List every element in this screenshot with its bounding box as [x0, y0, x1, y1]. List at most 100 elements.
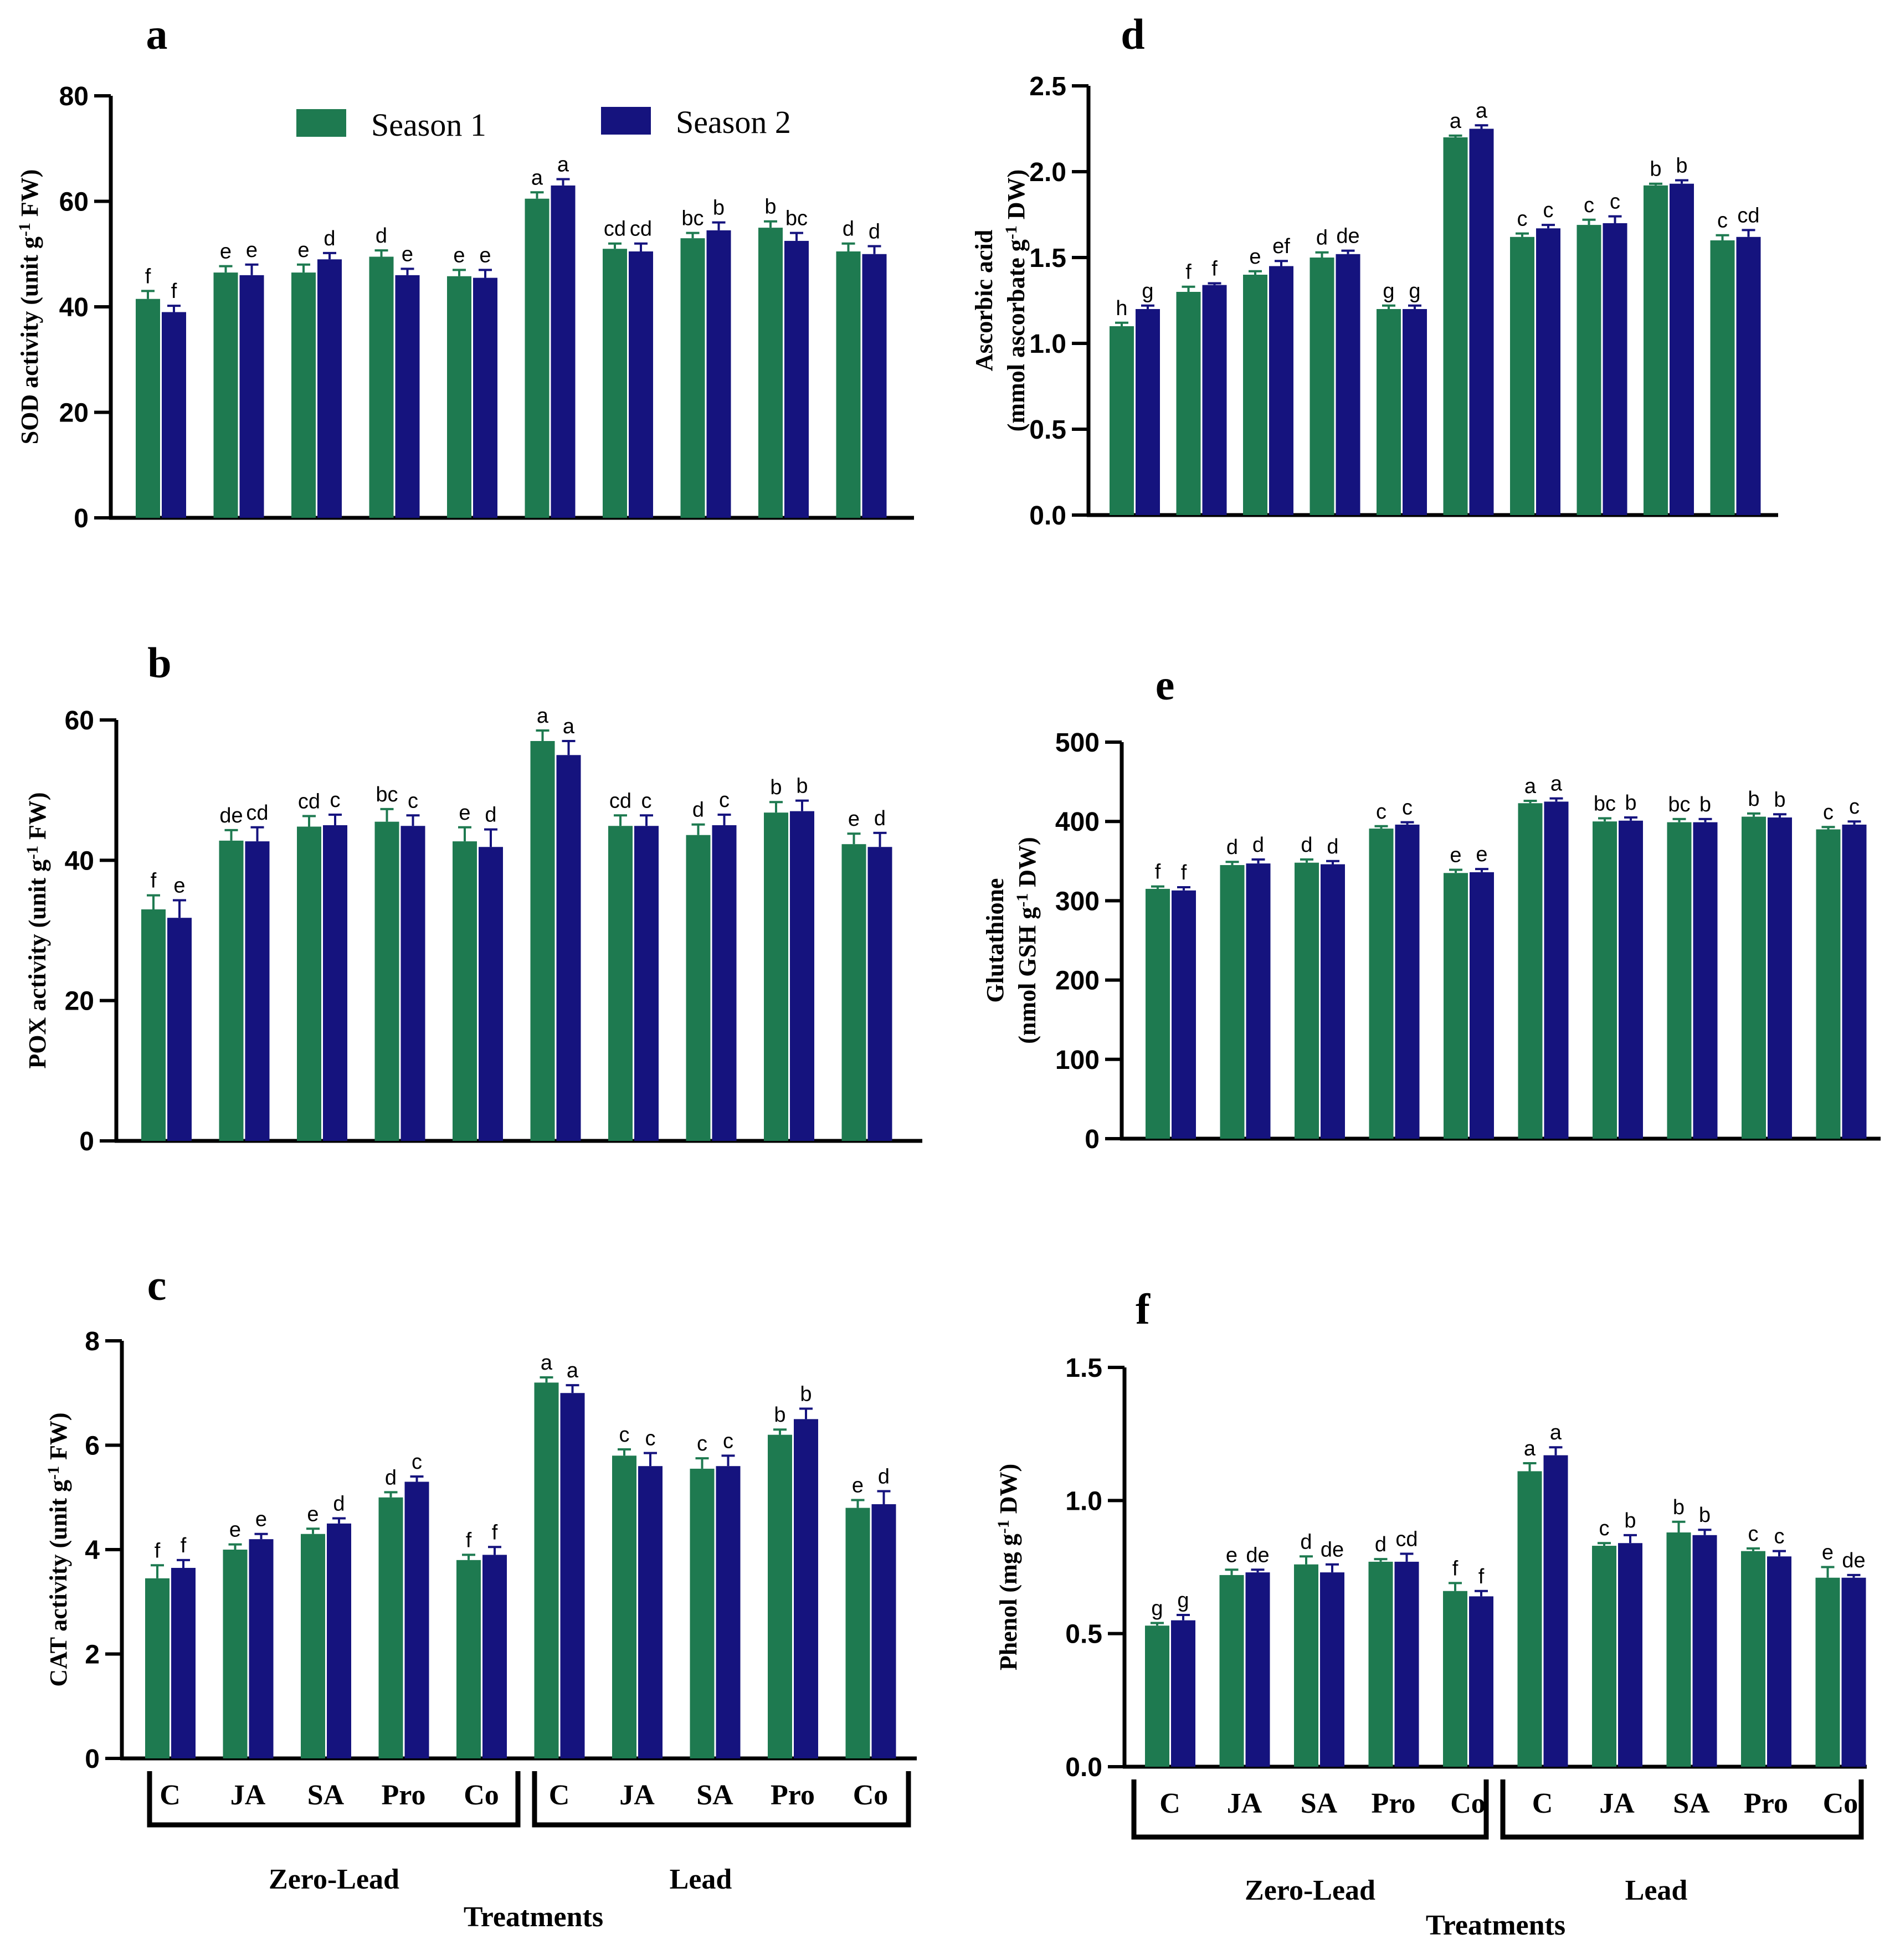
y-tick-label: 0.0 [1029, 501, 1066, 531]
significance-letter: ef [1272, 235, 1290, 258]
bar-e-1-3 [1369, 829, 1394, 1139]
significance-letter: cd [298, 790, 320, 814]
bar-c-2-9 [871, 1504, 896, 1758]
bar-c-1-6 [612, 1455, 636, 1758]
y-tick-label: 0.0 [1065, 1753, 1102, 1782]
bar-b-1-1 [219, 840, 244, 1141]
bar-d-2-7 [1603, 223, 1627, 515]
y-tick-label: 80 [59, 82, 89, 111]
significance-letter: bc [681, 207, 703, 230]
bar-f-2-8 [1767, 1556, 1791, 1767]
significance-letter: e [848, 807, 860, 831]
significance-letter: c [412, 1450, 422, 1474]
significance-letter: h [1116, 297, 1127, 320]
panel-letter-d: d [1121, 10, 1144, 58]
bar-d-1-1 [1176, 292, 1201, 515]
bar-c-1-2 [301, 1534, 325, 1758]
bar-a-2-1 [239, 275, 264, 518]
bar-e-2-3 [1395, 824, 1420, 1139]
group-bracket [532, 1771, 911, 1828]
bar-e-2-0 [1172, 890, 1196, 1139]
y-axis-label: Glutathione [982, 878, 1009, 1003]
bar-b-2-5 [556, 755, 581, 1141]
bar-d-1-7 [1577, 225, 1601, 516]
significance-letter: a [1476, 99, 1488, 122]
significance-letter: e [1822, 1541, 1834, 1565]
y-tick-label: 40 [59, 293, 89, 322]
bar-d-2-4 [1403, 309, 1427, 515]
significance-letter: g [1409, 280, 1420, 303]
bar-a-1-4 [447, 276, 471, 518]
y-tick-label: 8 [85, 1327, 100, 1356]
y-axis-label: (mmol ascorbate g-1 DW) [1002, 169, 1030, 431]
significance-letter: d [1301, 834, 1312, 857]
bar-f-1-6 [1592, 1546, 1616, 1767]
significance-letter: b [770, 776, 782, 799]
bar-c-1-7 [690, 1468, 715, 1758]
bar-a-2-9 [862, 254, 887, 518]
significance-letter: f [1478, 1565, 1485, 1588]
significance-letter: de [1842, 1549, 1865, 1572]
bar-b-2-8 [790, 811, 814, 1141]
bar-a-2-3 [395, 275, 420, 518]
bar-b-1-2 [297, 826, 321, 1141]
y-tick-label: 2.5 [1029, 72, 1066, 101]
significance-letter: c [1774, 1525, 1785, 1549]
significance-letter: f [145, 265, 151, 288]
bar-e-2-8 [1768, 817, 1792, 1139]
significance-letter: a [1450, 110, 1462, 133]
legend: Season 1 Season 2 [296, 104, 791, 143]
significance-letter: e [459, 801, 470, 825]
significance-letter: e [255, 1508, 267, 1531]
significance-letter: e [1476, 843, 1487, 866]
bar-e-2-7 [1693, 822, 1718, 1139]
bar-f-2-1 [1245, 1572, 1270, 1767]
significance-letter: g [1177, 1589, 1189, 1612]
bar-e-1-1 [1220, 865, 1245, 1139]
bar-e-1-5 [1518, 803, 1543, 1139]
bar-c-1-3 [378, 1497, 403, 1758]
bar-d-2-8 [1670, 183, 1694, 515]
category-label: Pro [382, 1779, 426, 1811]
y-tick-label: 1.0 [1065, 1486, 1102, 1516]
category-label: JA [1599, 1788, 1635, 1819]
significance-letter: de [1336, 225, 1359, 248]
significance-letter: d [874, 807, 886, 830]
significance-letter: e [229, 1519, 241, 1542]
bar-b-1-4 [453, 841, 477, 1141]
significance-letter: f [155, 1539, 161, 1562]
significance-letter: c [641, 789, 652, 812]
significance-letter: c [1748, 1522, 1759, 1546]
significance-letter: g [1151, 1597, 1163, 1620]
y-tick-label: 0 [74, 504, 89, 533]
significance-letter: d [878, 1465, 890, 1488]
bar-f-2-9 [1841, 1577, 1866, 1767]
y-axis-label: Phenol (mg g-1 DW) [994, 1464, 1022, 1670]
significance-letter: bc [785, 207, 808, 230]
bar-f-2-5 [1543, 1455, 1568, 1767]
bar-c-2-2 [327, 1523, 351, 1758]
group-bracket [147, 1771, 521, 1828]
category-label: Pro [1744, 1788, 1788, 1819]
significance-letter: a [557, 153, 569, 176]
x-axis-title: Treatments [1426, 1910, 1565, 1941]
category-label: Co [1823, 1788, 1858, 1819]
significance-letter: cd [630, 218, 652, 241]
category-label: SA [696, 1779, 733, 1811]
y-tick-label: 100 [1055, 1046, 1100, 1075]
bar-d-2-5 [1469, 128, 1494, 515]
category-label: C [160, 1779, 181, 1811]
significance-letter: e [453, 244, 465, 267]
y-axis-label: POX activity (unit g-1 FW) [23, 792, 51, 1068]
significance-letter: a [1550, 773, 1563, 796]
category-label: JA [1227, 1788, 1262, 1819]
bar-f-1-7 [1666, 1532, 1691, 1767]
bar-e-1-0 [1146, 888, 1170, 1139]
significance-letter: b [1650, 158, 1661, 181]
significance-letter: e [1450, 844, 1461, 867]
bar-c-2-8 [794, 1419, 818, 1758]
significance-letter: de [219, 804, 243, 827]
